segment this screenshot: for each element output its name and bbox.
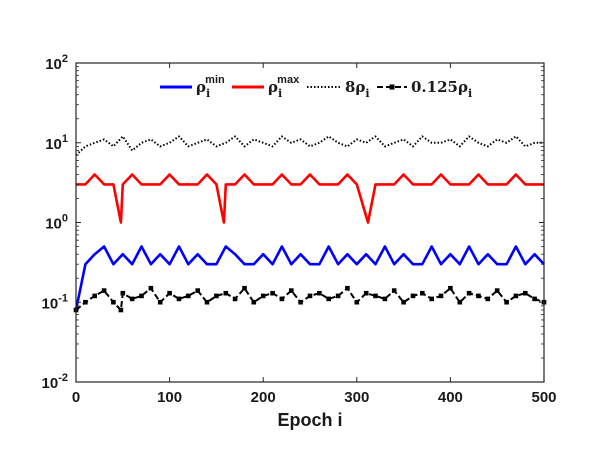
y-tick-base: 10 (42, 295, 59, 312)
data-point-eighth_rho (504, 299, 509, 305)
legend-superscript: min (205, 74, 225, 86)
legend-symbol: ρ (196, 78, 206, 96)
data-point-eighth_rho (485, 296, 491, 302)
data-point-eighth_rho (298, 299, 303, 305)
y-tick-base: 10 (45, 216, 62, 233)
series-layer (73, 135, 547, 313)
data-point-eighth_rho (335, 293, 341, 299)
y-tick-base: 10 (42, 375, 59, 392)
legend-label-rho_max: ρimax (268, 74, 300, 100)
data-point-eighth_rho (494, 288, 500, 293)
data-point-eighth_rho (242, 285, 247, 291)
y-tick-exponent: -2 (58, 372, 68, 384)
data-point-eighth_rho (401, 299, 406, 305)
legend: ρimin ρimax 8ρi 0.125ρi (160, 74, 472, 100)
data-point-eighth_rho (92, 293, 97, 299)
data-point-eighth_rho (523, 290, 528, 296)
series-line-rho_min (74, 245, 545, 311)
data-point-eighth_rho (532, 296, 537, 302)
data-point-eighth_rho (345, 285, 350, 291)
y-tick-exponent: 1 (62, 133, 68, 145)
data-point-eighth_rho (260, 293, 266, 299)
y-tick-base: 10 (45, 136, 62, 153)
legend-symbol: ρ (268, 78, 278, 96)
data-point-eighth_rho (157, 299, 163, 305)
legend-label-eighth_rho: 0.125ρi (411, 78, 472, 100)
legend-subscript: i (468, 87, 472, 100)
y-tick-label: 10-2 (42, 372, 68, 392)
legend-subscript: i (206, 87, 210, 100)
data-point-eighth_rho (476, 293, 481, 299)
data-point-eighth_rho (457, 299, 463, 305)
y-tick-label: 102 (45, 53, 68, 73)
data-point-eighth_rho (429, 296, 434, 302)
data-point-eighth_rho (101, 288, 107, 293)
data-point-eighth_rho (118, 307, 124, 313)
data-point-eighth_rho (382, 296, 388, 302)
data-point-eighth_rho (363, 290, 369, 296)
y-tick-label: 10-1 (42, 292, 68, 312)
data-point-eighth_rho (270, 290, 275, 296)
data-point-eighth_rho (373, 293, 378, 299)
legend-symbol: 0.125ρ (411, 78, 468, 96)
data-point-eighth_rho (391, 288, 397, 293)
y-tick-exponent: -1 (58, 292, 68, 304)
data-point-eighth_rho (129, 296, 135, 302)
legend-label-rho_min: ρimin (196, 74, 225, 100)
legend-label-eight_rho: 8ρi (345, 78, 370, 100)
data-point-eighth_rho (513, 293, 519, 299)
x-tick-label: 100 (157, 389, 182, 406)
data-point-eighth_rho (466, 290, 472, 296)
data-point-eighth_rho (120, 290, 126, 296)
data-point-eighth_rho (448, 285, 453, 291)
data-point-eighth_rho (438, 293, 444, 299)
legend-subscript: i (278, 87, 282, 100)
x-axis-label: Epoch i (277, 410, 342, 430)
data-point-eighth_rho (223, 290, 229, 296)
data-point-eighth_rho (354, 299, 360, 305)
x-tick-label: 300 (344, 389, 369, 406)
y-tick-exponent: 0 (62, 213, 68, 225)
series-line-eighth_rho (75, 287, 545, 311)
data-point-eighth_rho (326, 296, 331, 302)
data-point-eighth_rho (317, 290, 322, 296)
y-tick-exponent: 2 (62, 53, 68, 65)
data-point-eighth_rho (204, 299, 210, 305)
data-point-eighth_rho (289, 288, 294, 293)
data-point-eighth_rho (186, 293, 191, 299)
x-tick-label: 0 (72, 389, 80, 406)
data-point-eighth_rho (195, 288, 200, 293)
y-tick-label: 100 (45, 213, 68, 233)
legend-superscript: max (277, 74, 300, 86)
x-tick-label: 400 (438, 389, 463, 406)
data-point-eighth_rho (410, 293, 416, 299)
data-point-eighth_rho (214, 293, 219, 299)
data-point-eighth_rho (420, 290, 425, 296)
legend-symbol: 8ρ (345, 78, 365, 96)
data-point-eighth_rho (232, 296, 238, 302)
legend-subscript: i (365, 87, 369, 100)
x-tick-label: 500 (531, 389, 556, 406)
x-tick-label: 200 (251, 389, 276, 406)
y-tick-label: 101 (45, 133, 68, 153)
y-tick-base: 10 (45, 56, 62, 73)
data-point-eighth_rho (111, 299, 116, 305)
legend-marker-eighth_rho (389, 84, 395, 90)
data-point-eighth_rho (251, 299, 257, 305)
series-line-rho_max (76, 173, 544, 224)
data-point-eighth_rho (176, 296, 182, 302)
data-point-eighth_rho (83, 299, 88, 305)
data-point-eighth_rho (148, 285, 154, 291)
data-point-eighth_rho (307, 293, 313, 299)
data-point-eighth_rho (279, 296, 285, 302)
data-point-eighth_rho (139, 293, 144, 299)
data-point-eighth_rho (167, 290, 172, 296)
